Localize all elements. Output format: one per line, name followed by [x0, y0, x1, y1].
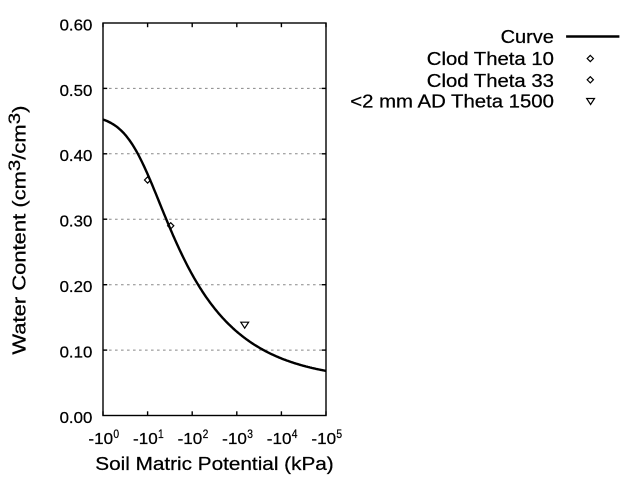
svg-text:Clod Theta 10: Clod Theta 10: [427, 48, 554, 69]
svg-text:0.40: 0.40: [60, 148, 93, 165]
svg-text:-10: -10: [267, 431, 292, 448]
svg-text:-10: -10: [133, 431, 158, 448]
svg-text:0: 0: [113, 427, 119, 441]
svg-text:Soil Matric Potential (kPa): Soil Matric Potential (kPa): [95, 453, 333, 474]
svg-text:-10: -10: [311, 431, 336, 448]
svg-text:<2 mm AD Theta 1500: <2 mm AD Theta 1500: [350, 90, 554, 111]
svg-text:2: 2: [203, 427, 209, 441]
svg-text:Clod Theta 33: Clod Theta 33: [427, 70, 554, 91]
svg-text:Curve: Curve: [501, 26, 554, 47]
svg-text:Water Content (cm3/cm3): Water Content (cm3/cm3): [5, 106, 30, 355]
svg-text:-10: -10: [178, 431, 203, 448]
svg-text:-10: -10: [88, 431, 113, 448]
svg-text:0.20: 0.20: [60, 279, 93, 296]
svg-text:1: 1: [158, 427, 164, 441]
svg-text:0.30: 0.30: [60, 214, 93, 231]
svg-text:3: 3: [247, 427, 253, 441]
svg-text:0.60: 0.60: [60, 17, 93, 34]
svg-text:0.50: 0.50: [60, 83, 93, 100]
svg-text:0.00: 0.00: [60, 410, 93, 427]
svg-text:4: 4: [292, 427, 298, 441]
svg-text:-10: -10: [222, 431, 247, 448]
svg-text:0.10: 0.10: [60, 345, 93, 362]
svg-text:5: 5: [336, 427, 342, 441]
